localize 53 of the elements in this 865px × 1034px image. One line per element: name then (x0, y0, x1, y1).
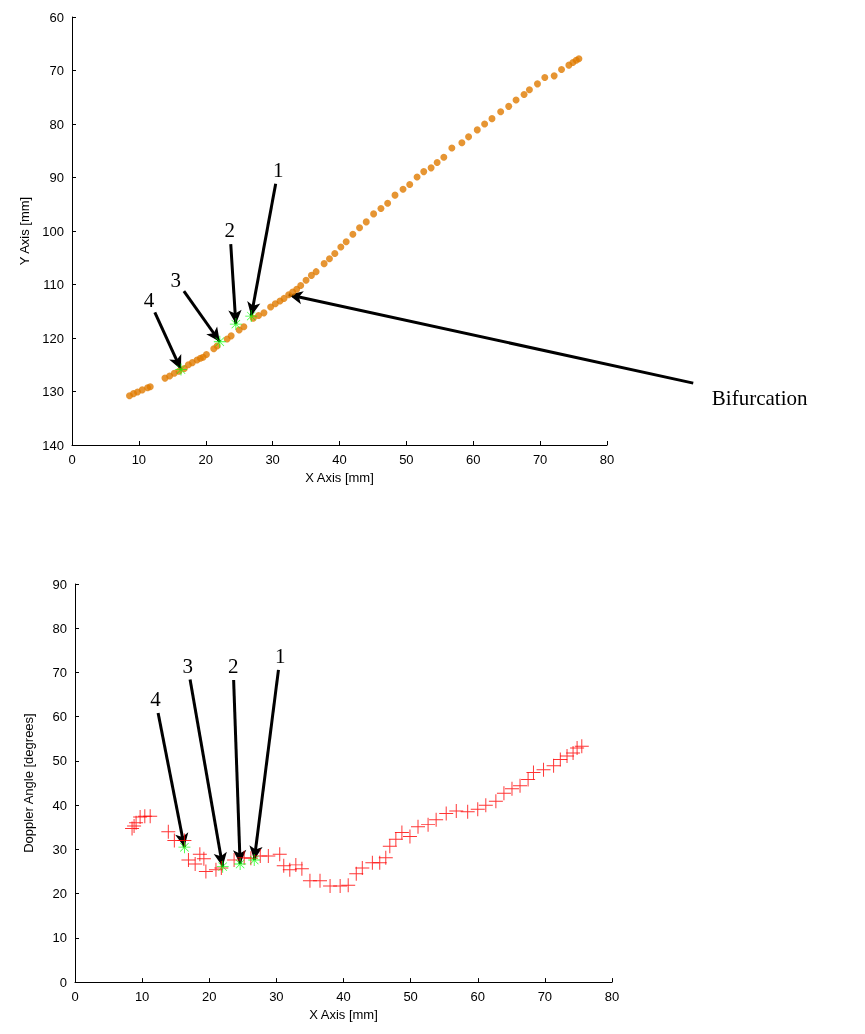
y-tick-label: 80 (52, 620, 67, 636)
x-tick-label: 10 (134, 989, 150, 1005)
x-tick-label: 30 (269, 989, 284, 1005)
annotation: 2 (227, 654, 239, 678)
y-tick-label: 60 (49, 9, 64, 25)
x-tick-label: 20 (202, 989, 217, 1005)
annotation: Bifurcation (711, 385, 808, 410)
x-tick-label: 30 (265, 452, 280, 467)
annotation: 3 (170, 267, 182, 292)
y-tick-label: 140 (42, 437, 64, 453)
annotation: 3 (182, 653, 193, 678)
y-tick-label: 120 (42, 330, 64, 346)
y-tick-label: 30 (52, 841, 67, 857)
annotation: 1 (272, 158, 284, 183)
y-axis-title: Doppler Angle [degrees] (21, 713, 36, 853)
y-tick-label: 70 (49, 63, 64, 78)
point (175, 363, 188, 376)
y-tick-label: 10 (52, 930, 67, 946)
x-tick-label: 80 (604, 989, 620, 1005)
x-tick-label: 80 (599, 452, 615, 467)
y-tick-label: 80 (49, 116, 64, 132)
y-tick-label: 90 (49, 170, 64, 185)
x-tick-label: 60 (466, 452, 481, 467)
x-tick-label: 0 (71, 989, 79, 1005)
x-tick-label: 50 (399, 452, 414, 467)
x-tick-label: 40 (332, 452, 347, 467)
x-tick-label: 70 (537, 989, 553, 1005)
x-tick-label: 60 (470, 989, 485, 1005)
y-tick-label: 50 (52, 753, 67, 769)
annotation: 4 (150, 687, 162, 712)
y-axis-title: Y Axis [mm] (17, 196, 33, 266)
annotation: 1 (274, 644, 286, 669)
y-tick-label: 130 (42, 384, 64, 399)
y-tick-label: 20 (52, 886, 67, 902)
y-tick-label: 70 (52, 664, 67, 680)
y-tick-label: 60 (52, 709, 67, 725)
y-tick-label: 90 (52, 576, 67, 592)
point (213, 335, 226, 348)
x-axis-title: X Axis [mm] (309, 1007, 378, 1022)
x-tick-label: 50 (403, 989, 418, 1005)
x-tick-label: 70 (532, 452, 548, 467)
x-tick-label: 20 (198, 452, 213, 467)
annotation: 2 (224, 218, 236, 243)
y-tick-label: 110 (43, 277, 64, 292)
point (229, 318, 242, 331)
annotation: 4 (143, 287, 155, 312)
point (245, 310, 258, 323)
y-tick-label: 40 (52, 797, 67, 813)
x-tick-label: 10 (131, 452, 147, 467)
x-axis-title: X Axis [mm] (305, 469, 374, 485)
y-tick-label: 100 (42, 223, 64, 239)
y-tick-label: 0 (59, 974, 67, 990)
x-tick-label: 40 (336, 989, 351, 1005)
